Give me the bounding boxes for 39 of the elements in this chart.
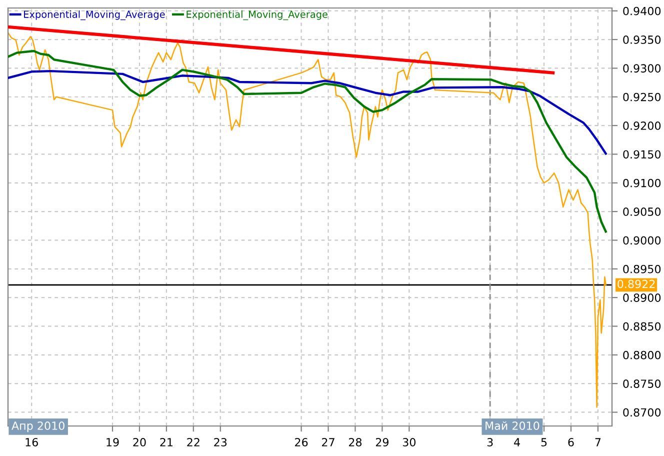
x-tick-label: 3 <box>487 438 493 446</box>
x-tick-label: 16 <box>26 438 38 446</box>
y-tick-label: 0.9050 <box>623 208 661 216</box>
x-tick-label: 20 <box>133 438 146 446</box>
y-tick-label: 0.8850 <box>623 322 661 331</box>
annotation: Апр 2010 <box>12 422 64 432</box>
x-tick-label: 29 <box>376 438 388 446</box>
y-tick-label: 0.9400 <box>623 6 661 16</box>
y-tick-label: 0.8950 <box>623 264 661 274</box>
x-tick-label: 26 <box>295 438 308 446</box>
line-series <box>8 70 607 155</box>
x-tick-label: 4 <box>514 438 520 446</box>
x-tick-label: 21 <box>160 438 172 446</box>
x-tick-label: 27 <box>322 438 334 446</box>
x-tick-label: 5 <box>541 438 547 446</box>
y-tick-label: 0.9000 <box>623 236 661 245</box>
y-tick-label: 0.8900 <box>623 294 661 302</box>
x-tick-label: 7 <box>595 438 601 446</box>
y-tick-label: 0.9300 <box>623 64 661 73</box>
y-tick-label: 0.9200 <box>623 122 661 130</box>
y-tick-label: 0.8800 <box>623 350 661 360</box>
x-tick-label: 19 <box>106 438 119 446</box>
y-tick-label: 0.9150 <box>623 150 661 159</box>
ref-line-label: 0.8922 <box>618 280 655 288</box>
x-tick-label: 6 <box>568 438 574 446</box>
line-series <box>8 50 607 233</box>
legend-label: Exponential_Moving_Average <box>186 10 328 20</box>
y-tick-label: 0.8750 <box>623 380 661 388</box>
x-tick-label: 30 <box>402 438 416 446</box>
y-tick-label: 0.8700 <box>623 408 661 417</box>
x-tick-label: 28 <box>348 438 362 446</box>
legend-label: Exponential_Moving_Average <box>24 10 165 20</box>
line-series <box>8 32 606 408</box>
x-tick-label: 23 <box>214 438 227 446</box>
y-tick-label: 0.9250 <box>623 92 661 102</box>
x-tick-label: 22 <box>187 438 200 446</box>
y-tick-label: 0.9100 <box>623 178 661 188</box>
y-tick-label: 0.9350 <box>623 36 661 44</box>
ref-line-label: Май 2010 <box>486 421 540 430</box>
